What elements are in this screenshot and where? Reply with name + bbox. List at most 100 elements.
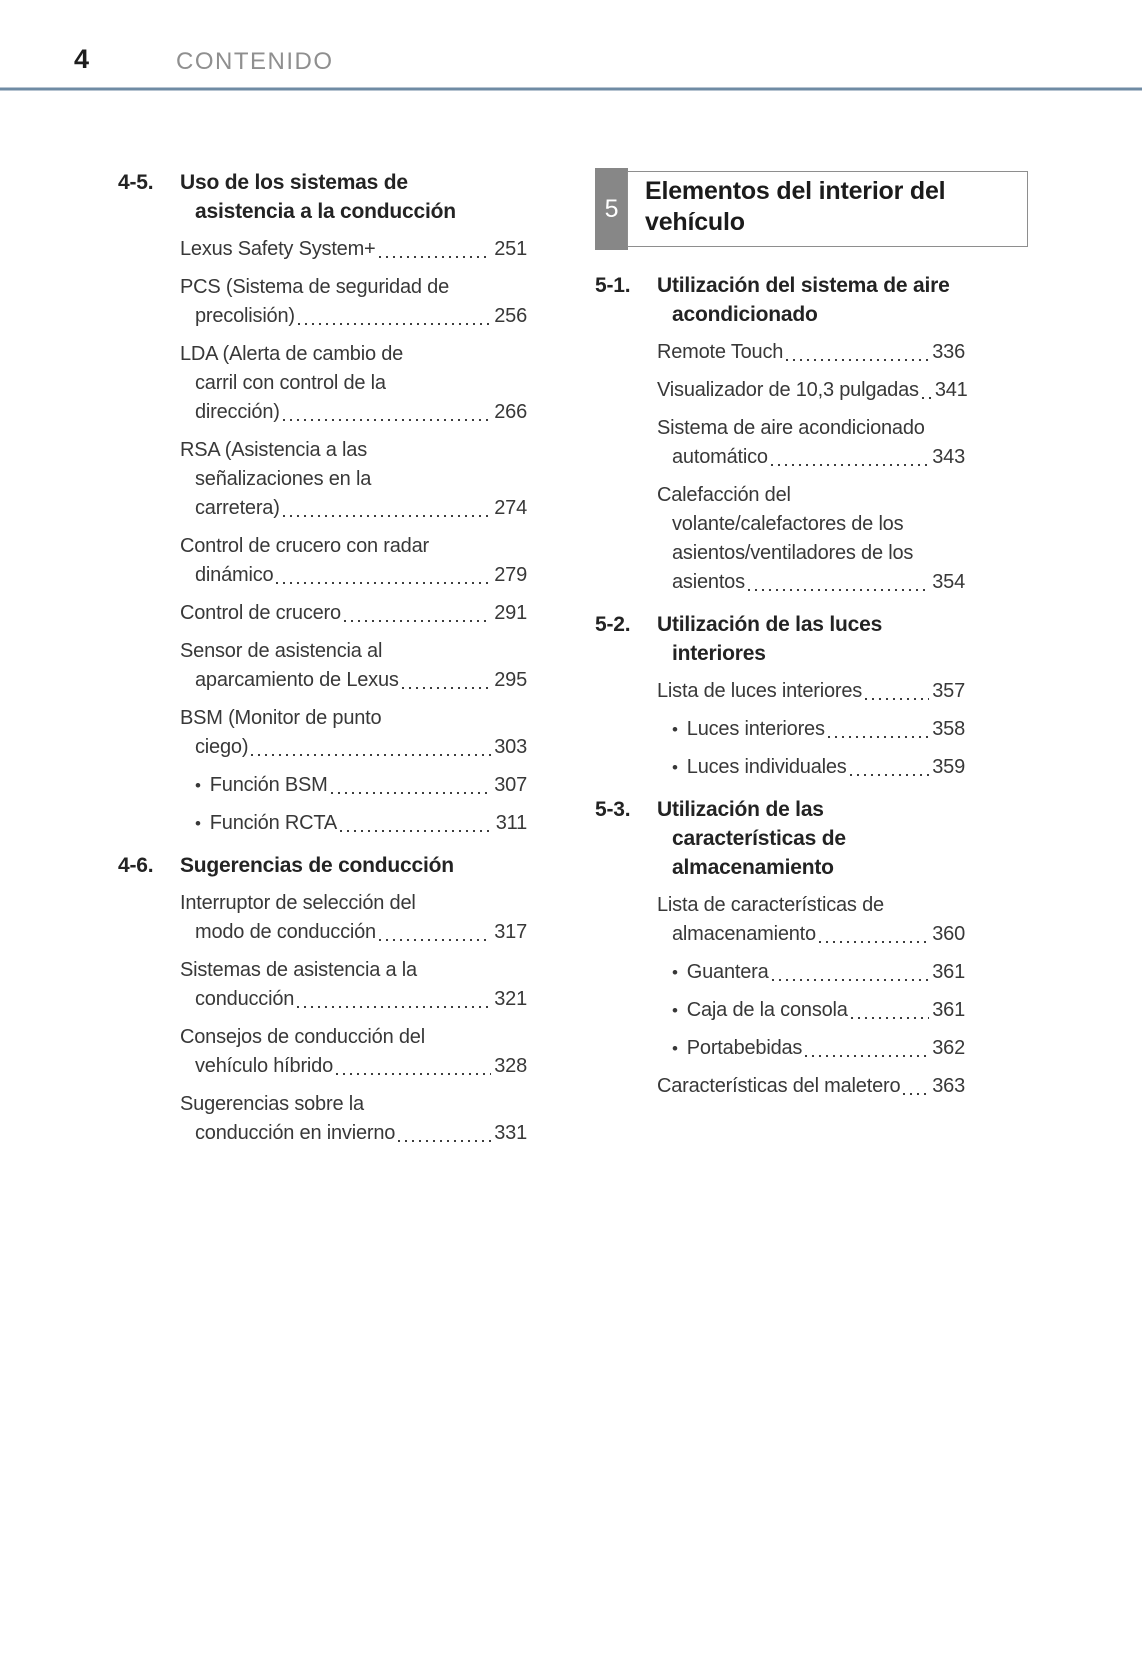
page-ref: 295 — [494, 669, 527, 691]
toc-entry-line: LDA (Alerta de cambio de — [180, 343, 404, 365]
toc-section-title-line: almacenamiento — [672, 856, 834, 879]
toc-entry: LDA (Alerta de cambio de carril con contr… — [118, 340, 527, 427]
toc-entry-text: Visualizador de 10,3 pulgadas — [657, 379, 919, 401]
toc-section-heading-row: 5-3. Utilización de las — [595, 795, 965, 824]
dot-leader — [398, 1140, 492, 1142]
toc-entry-last-line: vehículo híbrido 328 — [195, 1052, 527, 1081]
page-ref: 274 — [494, 497, 527, 519]
toc-entry: Calefacción del volante/calefactores de l… — [595, 481, 965, 597]
toc-entry-last-line: • Función RCTA 311 — [195, 809, 527, 838]
chapter-title: Elementos del interior del vehículo — [627, 171, 1028, 247]
dot-leader — [770, 464, 930, 466]
toc-entry-last-line: precolisión) 256 — [195, 302, 527, 331]
page-ref: 361 — [932, 999, 965, 1021]
chapter-title-line: vehículo — [645, 208, 745, 236]
page-ref: 331 — [494, 1122, 527, 1144]
bullet-icon: • — [195, 776, 201, 795]
toc-entry-text: almacenamiento — [672, 923, 816, 945]
page-ref: 354 — [932, 571, 965, 593]
dot-leader — [276, 582, 492, 584]
dot-leader — [818, 941, 930, 943]
page-ref: 341 — [934, 379, 968, 401]
toc-section-heading-row: 4-6. Sugerencias de conducción — [118, 851, 527, 880]
dot-leader — [850, 1017, 930, 1019]
page-ref: 343 — [932, 446, 965, 468]
toc-entry-last-line: conducción en invierno 331 — [195, 1119, 527, 1148]
toc-entry-text: Caja de la consola — [686, 999, 848, 1021]
toc-entry-line: volante/calefactores de los — [672, 513, 904, 535]
toc-section-heading: 5-3. Utilización de las características de… — [595, 795, 965, 882]
toc-entry-last-line: conducción 321 — [195, 985, 527, 1014]
toc-right-column: 5 Elementos del interior del vehículo 5-… — [595, 168, 1028, 1101]
toc-entry: • Caja de la consola 361 — [595, 996, 965, 1025]
dot-leader — [401, 687, 492, 689]
toc-entry-text: Función RCTA — [209, 812, 338, 834]
toc-entry-last-line: ciego) 303 — [195, 733, 527, 762]
toc-entry-text: Luces interiores — [686, 718, 825, 740]
toc-entry-text: automático — [672, 446, 768, 468]
toc-left-column: 4-5. Uso de los sistemas de asistencia a l… — [118, 168, 527, 1148]
toc-entry-line: PCS (Sistema de seguridad de — [180, 276, 449, 298]
toc-section-heading: 4-5. Uso de los sistemas de asistencia a l… — [118, 168, 527, 226]
toc-entry-line: BSM (Monitor de punto — [180, 707, 382, 729]
toc-section-title-line: Utilización de las — [657, 798, 824, 821]
toc-entry: Control de crucero 291 — [118, 599, 527, 628]
toc-entry-last-line: almacenamiento 360 — [672, 920, 965, 949]
toc-entry: Interruptor de selección del modo de cond… — [118, 889, 527, 947]
toc-entry-last-line: • Caja de la consola 361 — [672, 996, 965, 1025]
dot-leader — [378, 939, 492, 941]
toc-entry-line: Sensor de asistencia al — [180, 640, 383, 662]
toc-section-title-line: Uso de los sistemas de — [180, 171, 408, 194]
toc-entry: Sugerencias sobre la conducción en invier… — [118, 1090, 527, 1148]
toc-entry-text: carretera) — [195, 497, 280, 519]
toc-entry-last-line: Control de crucero 291 — [180, 599, 527, 628]
toc-entry: Sensor de asistencia al aparcamiento de L… — [118, 637, 527, 695]
toc-entry-last-line: dirección) 266 — [195, 398, 527, 427]
toc-entry-text: Guantera — [686, 961, 769, 983]
dot-leader — [771, 979, 930, 981]
page-ref: 362 — [932, 1037, 965, 1059]
toc-section-heading-row: 5-1. Utilización del sistema de aire — [595, 271, 965, 300]
bullet-icon: • — [672, 1001, 678, 1020]
page-ref: 317 — [494, 921, 527, 943]
toc-entry-last-line: Características del maletero 363 — [657, 1072, 965, 1101]
dot-leader — [297, 1006, 492, 1008]
toc-entry-text: aparcamiento de Lexus — [195, 669, 399, 691]
dot-leader — [251, 754, 492, 756]
toc-entry: • Luces interiores 358 — [595, 715, 965, 744]
toc-entry-line: Sistemas de asistencia a la — [180, 959, 417, 981]
page-ref: 363 — [932, 1075, 965, 1097]
dot-leader — [827, 736, 930, 738]
toc-entry-line: Interruptor de selección del — [180, 892, 416, 914]
toc-entry-text: precolisión) — [195, 305, 295, 327]
page-ref: 358 — [932, 718, 965, 740]
chapter-title-line: Elementos del interior del — [645, 177, 946, 205]
toc-entry-last-line: modo de conducción 317 — [195, 918, 527, 947]
dot-leader — [786, 359, 930, 361]
toc-entry-text: conducción — [195, 988, 295, 1010]
dot-leader — [336, 1073, 492, 1075]
toc-entry: Control de crucero con radar dinámico 279 — [118, 532, 527, 590]
toc-entry-last-line: • Luces individuales 359 — [672, 753, 965, 782]
page-ref: 359 — [932, 756, 965, 778]
dot-leader — [343, 620, 492, 622]
dot-leader — [921, 397, 932, 399]
page-ref: 303 — [494, 736, 527, 758]
toc-entry-line: Sistema de aire acondicionado — [657, 417, 925, 439]
toc-section-heading: 5-1. Utilización del sistema de aire acond… — [595, 271, 965, 329]
toc-entry: RSA (Asistencia a las señalizaciones en l… — [118, 436, 527, 523]
toc-section-heading-row: 5-2. Utilización de las luces — [595, 610, 965, 639]
toc-entry: Características del maletero 363 — [595, 1072, 965, 1101]
dot-leader — [378, 256, 492, 258]
toc-entry: • Guantera 361 — [595, 958, 965, 987]
page-ref: 307 — [494, 774, 527, 796]
toc-entry-text: Luces individuales — [686, 756, 847, 778]
chapter-number-badge: 5 — [595, 168, 628, 250]
dot-leader — [282, 419, 492, 421]
toc-entry: Lexus Safety System+ 251 — [118, 235, 527, 264]
toc-entry-text: Características del maletero — [657, 1075, 901, 1097]
page-ref: 321 — [494, 988, 527, 1010]
dot-leader — [865, 698, 930, 700]
toc-entry-last-line: automático 343 — [672, 443, 965, 472]
dot-leader — [747, 589, 930, 591]
